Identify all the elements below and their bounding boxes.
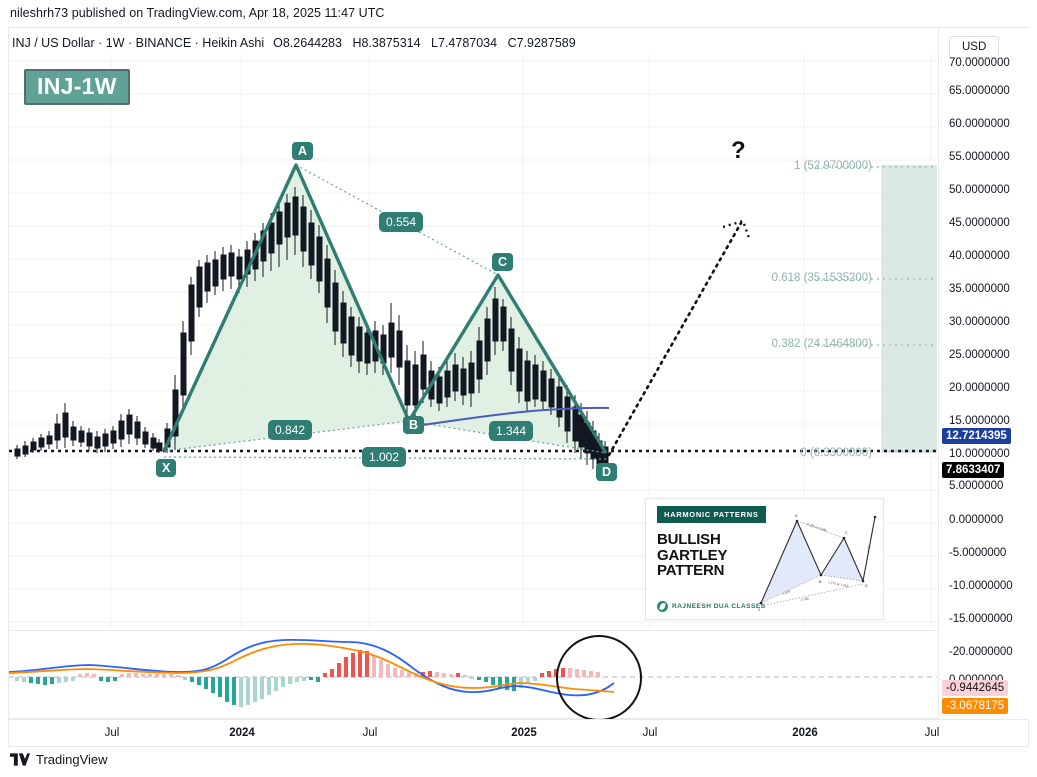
info-card-title: BULLISH GARTLEY PATTERN xyxy=(657,532,727,579)
macd-value-pill: -3.0678175 xyxy=(942,698,1009,714)
current-price-pill: 7.8633407 xyxy=(942,462,1005,478)
fib-projection-band xyxy=(881,165,937,453)
time-tick-2026: 2026 xyxy=(792,727,818,739)
legend-close: C7.9287589 xyxy=(507,36,576,50)
svg-text:0.382 or 0.886: 0.382 or 0.886 xyxy=(807,522,828,533)
published-label: nileshrh73 published on TradingView.com,… xyxy=(10,6,385,20)
info-card-brand: RAJNEESH DUA CLASSES xyxy=(657,601,766,612)
svg-text:1.272 or 1.618: 1.272 or 1.618 xyxy=(828,580,849,588)
harmonic-point-b[interactable]: B xyxy=(403,416,425,434)
fib-level-0618: 0.618 (35.1535200) xyxy=(771,272,872,284)
chart-legend: INJ / US Dollar · 1W · BINANCE · Heikin … xyxy=(12,33,583,53)
svg-text:C: C xyxy=(845,531,848,535)
fib-level-0: 0 (6.3300000) xyxy=(800,447,872,459)
legend-high: H8.3875314 xyxy=(352,36,421,50)
svg-text:0.786: 0.786 xyxy=(800,597,809,602)
svg-text:A: A xyxy=(795,514,798,518)
macd-line xyxy=(9,638,615,697)
axis-tick-m5: -5.0000000 xyxy=(949,547,1007,559)
axis-tick-m10: -10.0000000 xyxy=(949,580,1013,592)
chart-plot-area[interactable] xyxy=(9,55,937,719)
axis-tick-5: 5.0000000 xyxy=(949,480,1004,492)
axis-tick-40: 40.0000000 xyxy=(949,250,1010,262)
candlestick-series xyxy=(14,187,609,471)
price-axis[interactable]: USD 70.0000000 65.0000000 60.0000000 55.… xyxy=(938,28,1029,719)
currency-badge[interactable]: USD xyxy=(949,36,1000,58)
indicator-curve-line xyxy=(408,406,610,428)
svg-text:1.618: 1.618 xyxy=(866,544,872,553)
axis-tick-50: 50.0000000 xyxy=(949,184,1010,196)
axis-tick-15: 15.0000000 xyxy=(949,415,1010,427)
harmonic-shape-xab xyxy=(164,165,409,451)
fib-level-0382: 0.382 (24.1464800) xyxy=(771,338,872,350)
info-card-title-line2: GARTLEY xyxy=(657,546,728,564)
axis-tick-60: 60.0000000 xyxy=(949,118,1010,130)
info-card-brand-text: RAJNEESH DUA CLASSES xyxy=(672,603,766,610)
info-card-title-line1: BULLISH xyxy=(657,531,721,548)
axis-tick-m15: -15.0000000 xyxy=(949,613,1013,625)
projection-arrow-line xyxy=(607,221,743,457)
svg-text:X: X xyxy=(758,608,761,612)
macd-annotation-circle xyxy=(556,635,642,719)
axis-tick-m20: -20.0000000 xyxy=(949,646,1013,658)
harmonic-info-card[interactable]: HARMONIC PATTERNS BULLISH GARTLEY PATTER… xyxy=(645,498,884,620)
svg-text:D: D xyxy=(865,584,868,588)
time-tick-jul-2023: Jul xyxy=(104,727,120,739)
time-tick-jul-2025: Jul xyxy=(642,727,658,739)
legend-symbol[interactable]: INJ / US Dollar · 1W · BINANCE · Heikin … xyxy=(12,36,265,50)
axis-tick-45: 45.0000000 xyxy=(949,217,1010,229)
macd-histogram xyxy=(15,650,600,707)
axis-tick-25: 25.0000000 xyxy=(949,349,1010,361)
time-tick-jul-2026: Jul xyxy=(924,727,940,739)
macd-signal-line xyxy=(9,642,615,693)
harmonic-point-d[interactable]: D xyxy=(596,463,618,481)
time-tick-jul-2024: Jul xyxy=(362,727,378,739)
tradingview-footer-label: TradingView xyxy=(36,752,108,767)
legend-ohlc: O8.2644283 H8.3875314 L7.4787034 C7.9287… xyxy=(273,36,583,50)
svg-text:0.618: 0.618 xyxy=(782,589,791,596)
price-pane[interactable] xyxy=(9,55,937,628)
harmonic-ratio-ab[interactable]: 0.842 xyxy=(268,420,313,440)
harmonic-ratio-bc[interactable]: 0.554 xyxy=(379,212,424,232)
info-card-tag: HARMONIC PATTERNS xyxy=(657,506,766,523)
axis-tick-65: 65.0000000 xyxy=(949,85,1010,97)
projection-question-mark: ? xyxy=(731,137,746,164)
info-card-diagram: X A B C D 0.382 or 0.886 0.618 1.272 or 1.… xyxy=(758,514,877,612)
macd-pane[interactable] xyxy=(9,631,937,719)
symbol-watermark-badge: INJ-1W xyxy=(24,69,130,106)
harmonic-ratio-ad[interactable]: 1.002 xyxy=(362,447,407,467)
indicator-value-pill: 12.7214395 xyxy=(942,428,1011,444)
harmonic-point-c[interactable]: C xyxy=(492,253,514,271)
tradingview-logo-icon xyxy=(10,753,30,766)
axis-tick-70: 70.0000000 xyxy=(949,57,1010,69)
pane-separator xyxy=(9,630,1028,631)
fib-level-1: 1 (52.9700000) xyxy=(793,160,872,172)
harmonic-ratio-cd[interactable]: 1.344 xyxy=(489,421,534,441)
svg-text:B: B xyxy=(819,580,822,584)
harmonic-point-x[interactable]: X xyxy=(156,459,177,477)
axis-tick-35: 35.0000000 xyxy=(949,283,1010,295)
axis-tick-55: 55.0000000 xyxy=(949,151,1010,163)
time-tick-2025: 2025 xyxy=(511,727,537,739)
info-card-title-line3: PATTERN xyxy=(657,562,725,579)
axis-tick-10: 10.0000000 xyxy=(949,448,1010,460)
projection-arrow-head xyxy=(722,219,751,239)
published-by-text: nileshrh73 published on TradingView.com,… xyxy=(0,0,1037,26)
axis-tick-0: 0.0000000 xyxy=(949,514,1004,526)
macd-signal-pill: -0.9442645 xyxy=(942,680,1009,696)
time-axis[interactable]: Jul 2024 Jul 2025 Jul 2026 Jul xyxy=(8,719,1029,747)
time-tick-2024: 2024 xyxy=(229,727,255,739)
tradingview-footer[interactable]: TradingView xyxy=(10,752,108,767)
axis-tick-30: 30.0000000 xyxy=(949,316,1010,328)
legend-low: L7.4787034 xyxy=(431,36,498,50)
harmonic-point-a[interactable]: A xyxy=(292,142,314,160)
leaf-logo-icon xyxy=(657,601,668,612)
legend-open: O8.2644283 xyxy=(273,36,342,50)
axis-tick-20: 20.0000000 xyxy=(949,382,1010,394)
